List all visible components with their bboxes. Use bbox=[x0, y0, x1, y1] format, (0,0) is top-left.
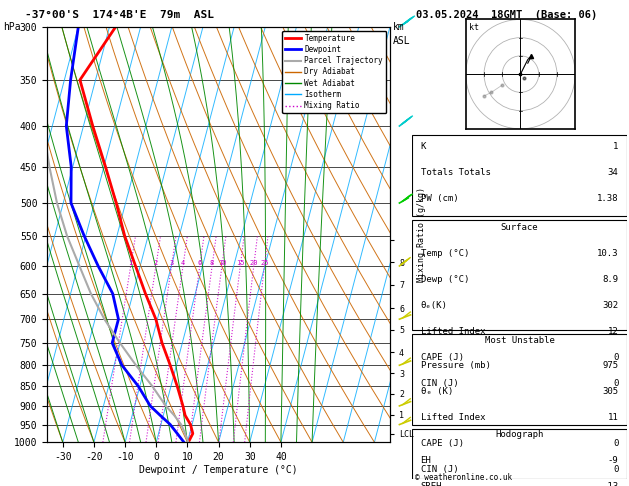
Text: K: K bbox=[421, 142, 426, 151]
Text: Dewp (°C): Dewp (°C) bbox=[421, 275, 469, 284]
Text: SREH: SREH bbox=[421, 482, 442, 486]
X-axis label: Dewpoint / Temperature (°C): Dewpoint / Temperature (°C) bbox=[139, 465, 298, 475]
Text: CAPE (J): CAPE (J) bbox=[421, 439, 464, 448]
Text: 10: 10 bbox=[218, 260, 226, 266]
Text: 34: 34 bbox=[608, 168, 618, 177]
Bar bbox=[412, 429, 627, 479]
Text: Pressure (mb): Pressure (mb) bbox=[421, 362, 491, 370]
Text: 15: 15 bbox=[236, 260, 245, 266]
Text: CIN (J): CIN (J) bbox=[421, 465, 458, 474]
Text: 305: 305 bbox=[603, 387, 618, 396]
Text: 2: 2 bbox=[154, 260, 158, 266]
Text: 0: 0 bbox=[613, 379, 618, 388]
Text: 1: 1 bbox=[613, 142, 618, 151]
Text: 3: 3 bbox=[169, 260, 174, 266]
Text: hPa: hPa bbox=[3, 22, 21, 32]
Text: Totals Totals: Totals Totals bbox=[421, 168, 491, 177]
Text: 6: 6 bbox=[198, 260, 202, 266]
Text: 11: 11 bbox=[608, 413, 618, 422]
Text: θₑ (K): θₑ (K) bbox=[421, 387, 453, 396]
Text: 03.05.2024  18GMT  (Base: 06): 03.05.2024 18GMT (Base: 06) bbox=[416, 10, 598, 20]
Text: Lifted Index: Lifted Index bbox=[421, 327, 485, 336]
Text: PW (cm): PW (cm) bbox=[421, 194, 458, 203]
Text: 8: 8 bbox=[210, 260, 214, 266]
Text: 10.3: 10.3 bbox=[597, 249, 618, 258]
Text: 0: 0 bbox=[613, 353, 618, 362]
Text: 25: 25 bbox=[260, 260, 269, 266]
Text: -9: -9 bbox=[608, 456, 618, 465]
Text: EH: EH bbox=[421, 456, 431, 465]
Text: kt: kt bbox=[469, 23, 479, 32]
Text: CIN (J): CIN (J) bbox=[421, 379, 458, 388]
Text: 0: 0 bbox=[613, 439, 618, 448]
Text: 12: 12 bbox=[608, 327, 618, 336]
Text: θₑ(K): θₑ(K) bbox=[421, 301, 447, 310]
Text: km: km bbox=[393, 22, 405, 32]
Text: 975: 975 bbox=[603, 362, 618, 370]
Legend: Temperature, Dewpoint, Parcel Trajectory, Dry Adiabat, Wet Adiabat, Isotherm, Mi: Temperature, Dewpoint, Parcel Trajectory… bbox=[282, 31, 386, 113]
Text: 20: 20 bbox=[250, 260, 258, 266]
Text: -13: -13 bbox=[603, 482, 618, 486]
Text: 8.9: 8.9 bbox=[603, 275, 618, 284]
Text: 1.38: 1.38 bbox=[597, 194, 618, 203]
Text: 4: 4 bbox=[181, 260, 185, 266]
Text: Hodograph: Hodograph bbox=[496, 431, 543, 439]
Text: CAPE (J): CAPE (J) bbox=[421, 353, 464, 362]
Bar bbox=[412, 220, 627, 330]
Text: Surface: Surface bbox=[501, 224, 538, 232]
Text: 1: 1 bbox=[128, 260, 133, 266]
Bar bbox=[412, 334, 627, 425]
Text: © weatheronline.co.uk: © weatheronline.co.uk bbox=[415, 473, 512, 482]
Text: -37°00'S  174°4B'E  79m  ASL: -37°00'S 174°4B'E 79m ASL bbox=[25, 10, 214, 20]
Text: Most Unstable: Most Unstable bbox=[484, 335, 555, 345]
Text: Lifted Index: Lifted Index bbox=[421, 413, 485, 422]
Text: 302: 302 bbox=[603, 301, 618, 310]
Text: 0: 0 bbox=[613, 465, 618, 474]
Bar bbox=[412, 136, 627, 216]
Text: ASL: ASL bbox=[393, 36, 411, 47]
Y-axis label: Mixing Ratio (g/kg): Mixing Ratio (g/kg) bbox=[417, 187, 426, 282]
Text: Temp (°C): Temp (°C) bbox=[421, 249, 469, 258]
